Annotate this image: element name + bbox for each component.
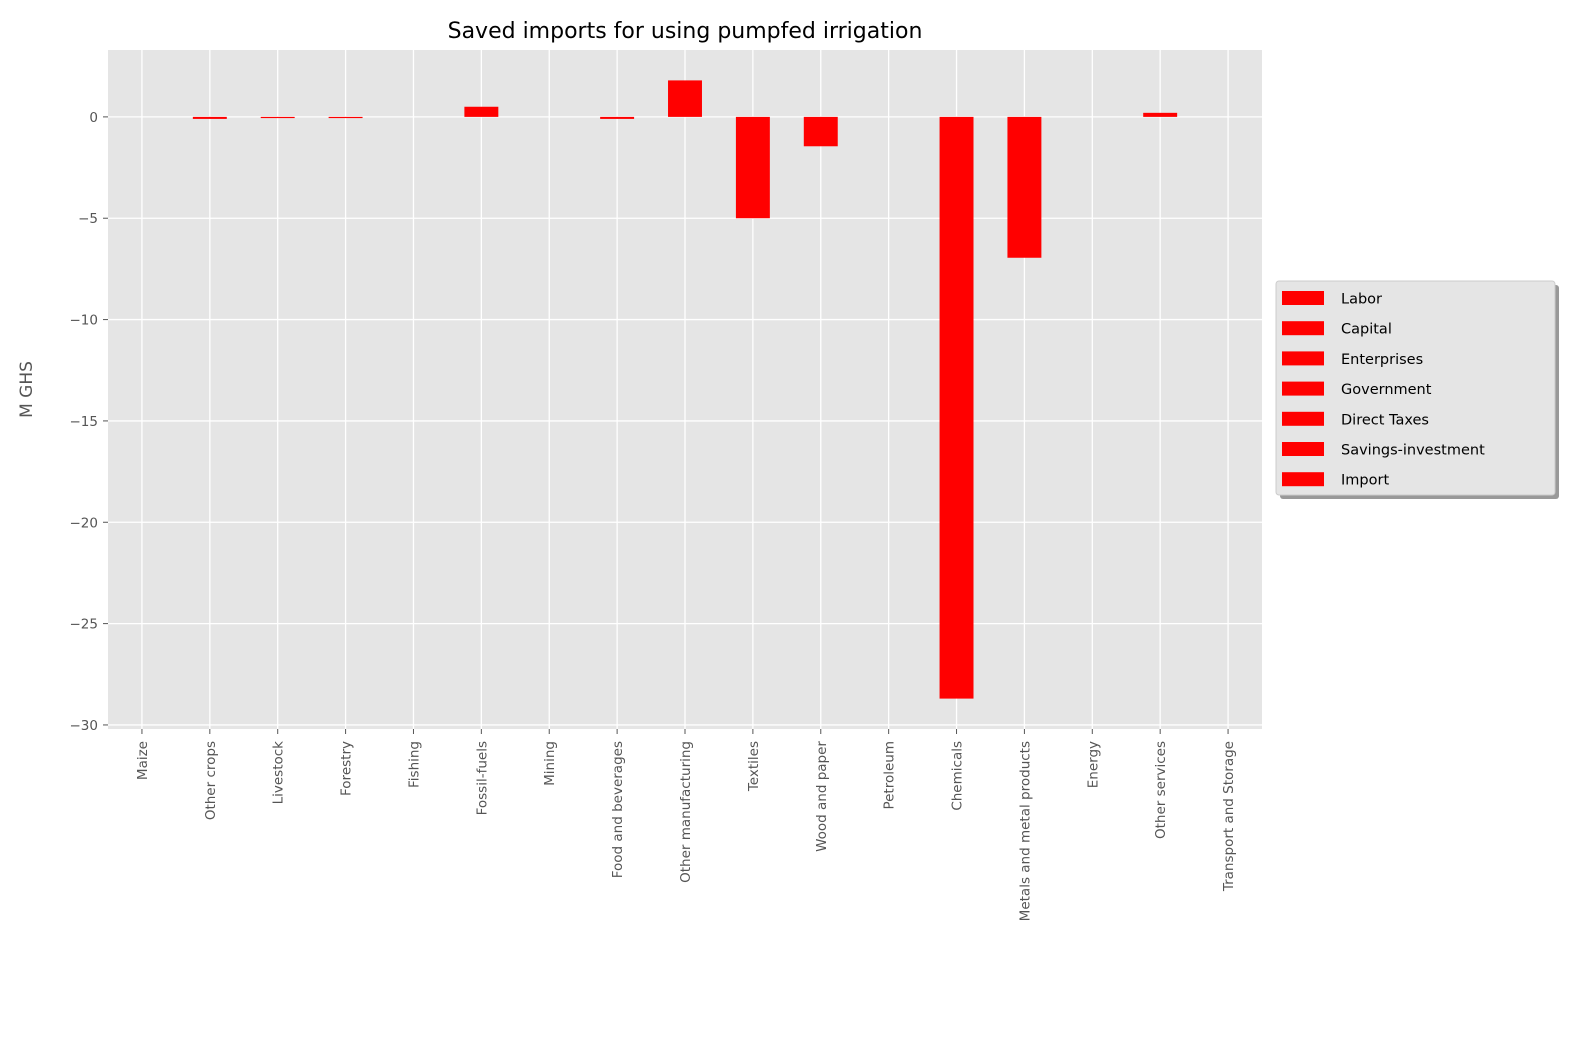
legend-label: Direct Taxes [1341,412,1429,428]
x-tick-label: Food and beverages [610,741,626,878]
bar [260,116,295,119]
bar [1143,112,1178,117]
bar [328,116,363,119]
x-tick-label: Other services [1153,741,1169,839]
bar [600,116,635,119]
legend-swatch [1282,321,1324,336]
x-tick-label: Metals and metal products [1017,741,1033,921]
x-tick-label: Maize [135,741,151,780]
x-tick-label: Textiles [746,741,762,792]
y-axis-label: M GHS [17,361,37,418]
bar [803,116,838,147]
bar [939,116,974,699]
legend-label: Savings-investment [1341,443,1485,459]
legend: Labor Capital Enterprises Government Direct … [1275,280,1559,499]
legend-label: Labor [1341,292,1382,308]
legend-label: Government [1341,382,1432,398]
y-tick-label: −5 [78,211,98,227]
legend-swatch [1282,381,1324,396]
x-tick-label: Transport and Storage [1221,741,1237,892]
legend-label: Capital [1341,322,1392,338]
bar [192,116,227,119]
y-tick-label: −30 [70,718,99,734]
x-tick-label: Fossil-fuels [474,741,490,815]
bar [464,106,499,117]
x-tick-label: Wood and paper [814,741,830,852]
bar [735,116,770,219]
legend-swatch [1282,442,1324,456]
x-tick-label: Livestock [271,741,287,805]
bars [192,80,1178,699]
bar [668,80,702,117]
y-tick-label: 0 [89,110,98,126]
y-tick-label: −10 [70,313,99,329]
x-tick-label: Mining [542,741,558,786]
x-tick-label: Petroleum [882,741,898,810]
legend-label: Import [1341,473,1389,489]
legend-label: Enterprises [1341,352,1423,368]
y-tick-label: −15 [70,414,99,430]
x-tick-label: Forestry [339,741,355,796]
x-tick-label: Energy [1085,741,1101,788]
y-tick-label: −25 [70,617,99,633]
y-tick-label: −20 [70,515,99,531]
chart-title: Saved imports for using pumpfed irrigati… [448,19,923,44]
legend-swatch [1282,472,1324,487]
bar [1007,116,1042,258]
legend-swatch [1282,351,1324,366]
legend-box [1275,280,1556,496]
x-tick-label: Other crops [203,741,219,820]
x-tick-label: Chemicals [950,741,966,811]
x-tick-label: Fishing [406,741,422,788]
x-tick-label: Other manufacturing [678,741,694,883]
legend-swatch [1282,411,1324,426]
y-axis: 0 −5 −10 −15 −20 −25 −30 [70,110,108,734]
legend-swatch [1282,291,1324,305]
x-axis: Maize Other crops Livestock Forestry Fishing… [135,729,1237,921]
